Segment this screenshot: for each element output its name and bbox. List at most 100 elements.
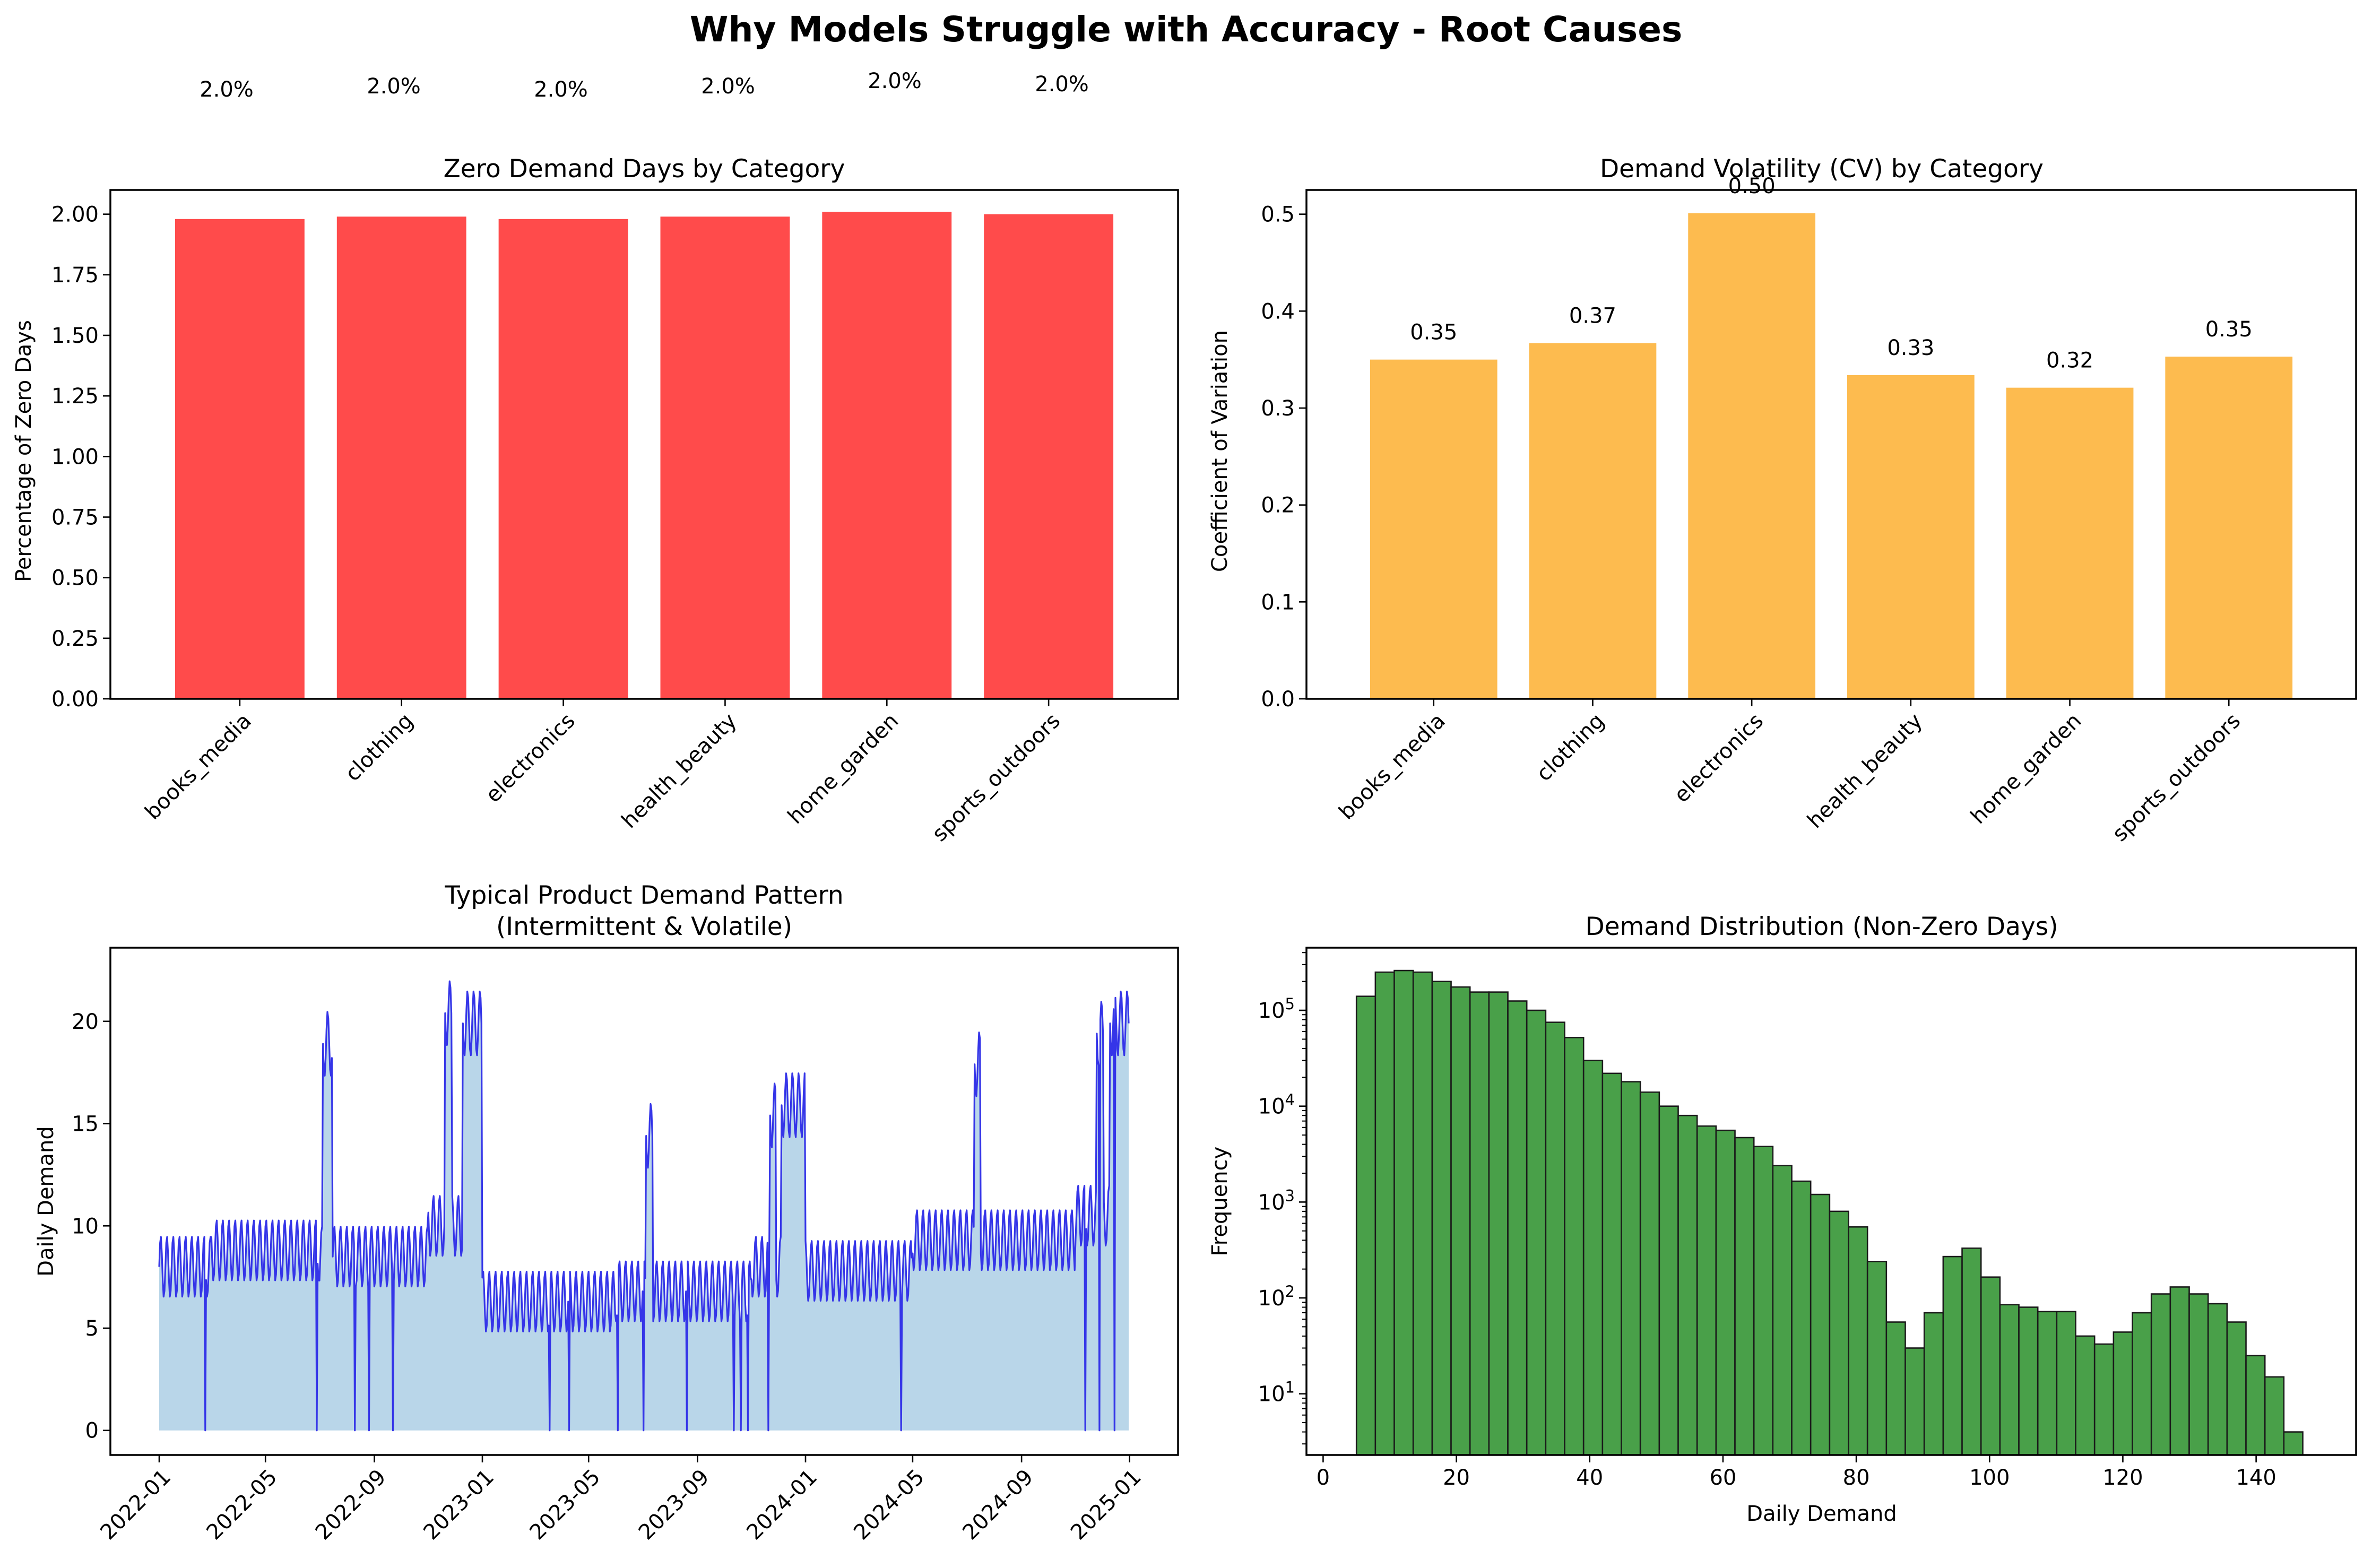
zero-demand-ytick-label: 1.25 <box>51 384 99 409</box>
histogram-xtick-label: 40 <box>1576 1466 1603 1490</box>
histogram-bar <box>2037 1311 2058 1456</box>
demand-pattern-xtick-label: 2022-09 <box>311 1465 391 1545</box>
demand-fill-area <box>159 981 1129 1431</box>
histogram-bar <box>1848 1226 1868 1456</box>
volatility-chart: Demand Volatility (CV) by Category Coeff… <box>1208 154 2357 846</box>
histogram-bar <box>1601 1072 1622 1456</box>
demand-pattern-xtick-label: 2024-01 <box>742 1465 822 1545</box>
demand-pattern-xtick-label: 2023-01 <box>419 1465 499 1545</box>
volatility-xtick-label: books_media <box>1334 709 1450 825</box>
top-annotation-label: 2.0% <box>367 74 421 99</box>
histogram-bar <box>2093 1343 2115 1456</box>
histogram-xtick-label: 20 <box>1443 1466 1470 1490</box>
zero-demand-axes-frame <box>109 189 1179 700</box>
histogram-bar <box>1374 971 1395 1456</box>
histogram-ytick-label: 102 <box>1258 1283 1295 1311</box>
volatility-ytick-label: 0.2 <box>1261 493 1295 518</box>
zero-demand-xtick-label: electronics <box>481 709 579 808</box>
volatility-xtick-label: health_beauty <box>1803 709 1927 834</box>
top-annotation-label: 2.0% <box>701 74 755 99</box>
volatility-ylabel: Coefficient of Variation <box>1208 330 1232 572</box>
volatility-xtick-label: clothing <box>1532 709 1609 786</box>
volatility-xtick-label: home_garden <box>1966 709 2087 829</box>
histogram-bar <box>1734 1137 1755 1456</box>
histogram-bar <box>1450 986 1471 1456</box>
histogram-bar <box>2113 1331 2133 1456</box>
demand-pattern-xtick-label: 2024-09 <box>958 1465 1038 1545</box>
histogram-bar <box>1942 1255 1963 1456</box>
zero-demand-ylabel: Percentage of Zero Days <box>12 320 36 582</box>
volatility-axes-frame <box>1305 189 2357 700</box>
histogram-bar <box>1980 1276 2001 1456</box>
histogram-xtick-label: 0 <box>1317 1466 1330 1490</box>
histogram-bar <box>2075 1335 2096 1456</box>
histogram-xtick-label: 80 <box>1843 1466 1870 1490</box>
zero-demand-bar <box>336 216 466 699</box>
histogram-bar <box>1488 991 1509 1456</box>
top-annotation-label: 2.0% <box>534 77 588 102</box>
histogram-bar <box>1564 1037 1585 1456</box>
demand-pattern-ytick-label: 20 <box>72 1010 99 1034</box>
zero-demand-xtick-label: books_media <box>140 709 256 825</box>
top-annotation-label: 2.0% <box>868 69 922 93</box>
histogram-bar <box>1507 1000 1528 1456</box>
zero-demand-bar <box>660 216 790 699</box>
volatility-title: Demand Volatility (CV) by Category <box>1600 154 2044 184</box>
histogram-bar <box>1829 1210 1849 1456</box>
demand-pattern-chart: Typical Product Demand Pattern (Intermit… <box>34 881 1179 1545</box>
top-annotation-label: 2.0% <box>200 77 254 102</box>
histogram-bar <box>1658 1105 1679 1456</box>
histogram-bar <box>1923 1312 1944 1456</box>
volatility-data-label: 0.37 <box>1569 304 1616 328</box>
histogram-bar <box>1753 1146 1774 1456</box>
zero-demand-ytick-label: 0.75 <box>51 506 99 530</box>
histogram-bar <box>2132 1312 2152 1456</box>
volatility-bar <box>1529 343 1657 699</box>
demand-histogram-chart: Demand Distribution (Non-Zero Days) Freq… <box>1208 912 2357 1526</box>
histogram-ytick-label: 104 <box>1258 1091 1295 1119</box>
histogram-bar <box>2245 1355 2266 1456</box>
volatility-ytick-label: 0.0 <box>1261 687 1295 712</box>
histogram-xtick-label: 120 <box>2102 1466 2143 1490</box>
histogram-bar <box>1810 1193 1831 1456</box>
demand-pattern-ytick-label: 5 <box>85 1316 99 1341</box>
demand-pattern-axes-frame <box>109 947 1179 1456</box>
histogram-bar <box>1355 995 1377 1456</box>
demand-pattern-ytick-label: 0 <box>85 1419 99 1443</box>
top-annotation-label: 2.0% <box>1035 72 1089 97</box>
histogram-bar <box>1696 1125 1717 1456</box>
histogram-bar <box>2283 1431 2304 1456</box>
histogram-bar <box>1526 1009 1547 1456</box>
histogram-bar <box>1999 1304 2020 1456</box>
histogram-ylabel: Frequency <box>1208 1147 1232 1257</box>
histogram-bar <box>1412 971 1433 1456</box>
histogram-bar <box>1866 1261 1888 1456</box>
zero-demand-ytick-label: 1.00 <box>51 445 99 469</box>
demand-pattern-xtick-label: 2022-05 <box>202 1465 282 1545</box>
histogram-bar <box>1545 1021 1565 1456</box>
volatility-data-label: 0.50 <box>1728 174 1776 198</box>
volatility-data-label: 0.35 <box>2205 317 2253 342</box>
demand-pattern-title-line1: Typical Product Demand Pattern <box>444 881 843 910</box>
zero-demand-bar <box>984 214 1114 699</box>
histogram-ytick-label: 101 <box>1258 1379 1295 1407</box>
histogram-bar <box>1904 1347 1925 1456</box>
top-annotations: 2.0% 2.0% 2.0% 2.0% 2.0% 2.0% <box>200 69 1089 102</box>
histogram-bar <box>2264 1376 2285 1456</box>
zero-demand-xtick-label: sports_outdoors <box>928 709 1065 846</box>
histogram-xtick-label: 140 <box>2236 1466 2276 1490</box>
histogram-bar <box>1885 1321 1906 1456</box>
zero-demand-xtick-label: home_garden <box>783 709 904 829</box>
figure-title: Why Models Struggle with Accuracy - Root… <box>690 9 1683 50</box>
histogram-bar <box>1393 969 1414 1456</box>
histogram-bar <box>2207 1303 2228 1456</box>
volatility-bar <box>2006 387 2134 699</box>
volatility-data-label: 0.35 <box>1410 320 1457 345</box>
histogram-bar <box>1715 1129 1736 1456</box>
volatility-xtick-label: electronics <box>1669 709 1768 808</box>
histogram-xtick-label: 100 <box>1969 1466 2010 1490</box>
zero-demand-ytick-label: 1.75 <box>51 263 99 288</box>
histogram-title: Demand Distribution (Non-Zero Days) <box>1585 912 2058 941</box>
zero-demand-ytick-label: 0.25 <box>51 627 99 651</box>
